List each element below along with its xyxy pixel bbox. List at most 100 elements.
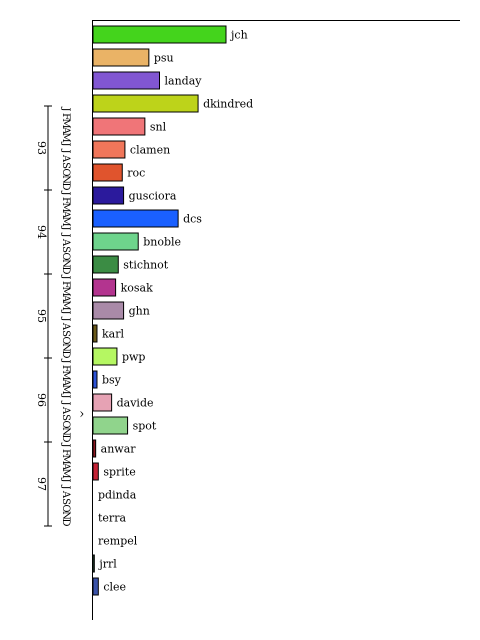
bar-label-roc: roc [127,167,145,180]
timeline-month-label: O [60,336,71,344]
timeline-month-label: J [60,316,71,321]
bar-label-bsy: bsy [102,374,122,387]
bar-label-davide: davide [117,397,154,410]
timeline-month-label: S [60,246,71,253]
timeline-month-label: A [60,294,71,303]
bar-ghn [92,301,125,320]
timeline-month-label: F [60,281,71,288]
bar-label-spot: spot [133,420,157,433]
bar-landay [92,71,160,90]
timeline-month-label: N [60,175,71,184]
timeline-month-label: A [60,126,71,135]
timeline-month-label: J [60,477,71,482]
timeline-month-label: J [60,393,71,398]
timeline-month-label: S [60,498,71,505]
bar-label-rempel: rempel [98,535,138,548]
bar-label-pwp: pwp [122,351,146,364]
timeline-month-label: M [60,202,71,212]
timeline-month-label: A [60,154,71,163]
timeline-month-label: N [60,427,71,436]
timeline-year-label: 93 [35,141,48,155]
bar-dkindred [92,94,199,113]
bars [92,25,227,596]
timeline-month-label: O [60,168,71,176]
timeline-month-label: J [60,442,71,447]
bar-clee [92,577,99,596]
timeline-month-label: S [60,330,71,337]
timeline-month-label: A [60,462,71,471]
timeline-month-label: J [60,400,71,405]
timeline-month-label: F [60,365,71,372]
bar-psu [92,48,150,67]
timeline-month-label: N [60,259,71,268]
bar-jrrl [92,554,95,573]
bar-anwar [92,439,97,458]
bar-gusciora [92,186,125,205]
bar-label-terra: terra [98,512,126,525]
timeline-month-label: N [60,343,71,352]
bar-sprite [92,462,99,481]
bar-clamen [92,140,126,159]
bar-kosak [92,278,117,297]
timeline-month-label: J [60,106,71,111]
bar-bsy [92,370,98,389]
bar-bnoble [92,232,139,251]
bar-stichnot [92,255,119,274]
timeline-month-label: J [60,274,71,279]
timeline-month-label: J [60,358,71,363]
timeline-month-label: J [60,190,71,195]
bar-label-jrrl: jrrl [97,558,117,571]
timeline-marker: ^ [73,410,84,418]
bar-label-snl: snl [150,121,167,134]
timeline-month-label: J [60,309,71,314]
timeline-year-label: 95 [35,309,48,323]
timeline-month-label: A [60,322,71,331]
timeline-month-label: D [60,182,71,190]
timeline-month-label: J [60,484,71,489]
timeline-month-label: J [60,225,71,230]
bar-label-gusciora: gusciora [129,190,177,203]
bar-label-jch: jch [229,29,248,42]
timeline-month-label: M [60,118,71,128]
timeline-month-label: M [60,286,71,296]
timeline-month-label: M [60,454,71,464]
timeline-month-label: O [60,252,71,260]
timeline-year-label: 94 [35,225,48,239]
bar-label-bnoble: bnoble [143,236,181,249]
bar-label-anwar: anwar [101,443,137,456]
timeline-month-label: A [60,238,71,247]
bar-label-landay: landay [165,75,203,88]
bar-spot [92,416,129,435]
bar-label-dkindred: dkindred [203,98,253,111]
bar-karl [92,324,98,343]
timeline-month-label: M [60,216,71,226]
timeline-month-label: D [60,434,71,442]
bar-label-sprite: sprite [103,466,135,479]
bar-label-kosak: kosak [121,282,153,295]
bar-label-stichnot: stichnot [123,259,169,272]
timeline-month-label: A [60,490,71,499]
timeline-month-label: S [60,162,71,169]
timeline-month-label: F [60,113,71,120]
timeline-year-label: 97 [35,477,48,491]
timeline-month-label: D [60,350,71,358]
timeline-month-label: M [60,300,71,310]
timeline-month-label: F [60,197,71,204]
bar-label-ghn: ghn [129,305,150,318]
timeline-axis: 93JFMAMJJASOND94JFMAMJJASOND95JFMAMJJASO… [35,105,84,527]
timeline-month-label: M [60,468,71,478]
timeline-month-label: O [60,504,71,512]
timeline-month-label: A [60,378,71,387]
timeline-month-label: M [60,370,71,380]
bar-snl [92,117,146,136]
bar-dcs [92,209,179,228]
bar-label-clamen: clamen [130,144,170,157]
timeline-month-label: D [60,518,71,526]
bar-label-psu: psu [154,52,174,65]
timeline-month-label: S [60,414,71,421]
timeline-month-label: J [60,148,71,153]
timeline-month-label: N [60,511,71,520]
bar-davide [92,393,113,412]
